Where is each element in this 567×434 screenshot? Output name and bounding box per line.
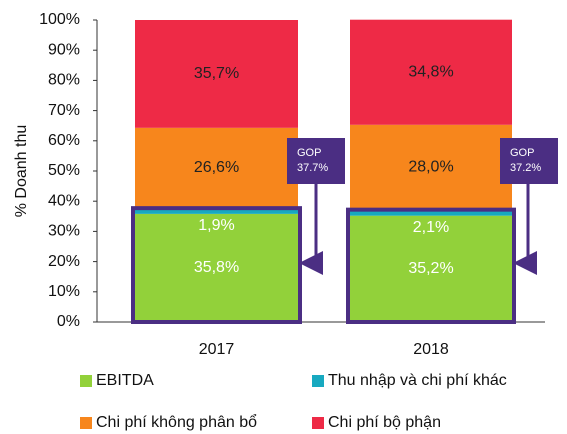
- bar-segment: [135, 127, 298, 209]
- data-label: 28,0%: [408, 158, 453, 175]
- bar-segment: [350, 124, 512, 210]
- callout-value: 37.2%: [510, 162, 541, 174]
- callout-label: GOP: [510, 147, 534, 159]
- y-tick-label: 40%: [48, 192, 80, 209]
- callout-arrow: [513, 184, 537, 275]
- legend-swatch: [312, 417, 324, 429]
- y-tick-label: 90%: [48, 41, 80, 58]
- y-tick-label: 0%: [57, 313, 80, 330]
- callout-value: 37.7%: [297, 162, 328, 174]
- bar-segment: [350, 215, 512, 322]
- x-tick-label: 2017: [199, 341, 235, 358]
- y-axis-label: % Doanh thu: [13, 125, 30, 218]
- legend-label: Chi phí không phân bổ: [96, 413, 257, 431]
- bar-segment: [350, 19, 512, 125]
- y-tick-label: 10%: [48, 283, 80, 300]
- y-tick-label: 60%: [48, 132, 80, 149]
- bar-segment: [350, 209, 512, 216]
- data-label: 35,7%: [194, 65, 239, 82]
- data-label: 35,2%: [408, 260, 453, 277]
- legend-label: Thu nhập và chi phí khác: [328, 372, 507, 389]
- data-label: 1,9%: [198, 217, 234, 234]
- legend-label: Chi phí bộ phận: [328, 414, 441, 431]
- y-tick-label: 70%: [48, 102, 80, 119]
- callout-box: [287, 138, 345, 184]
- y-tick-label: 80%: [48, 72, 80, 89]
- legend-swatch: [312, 375, 324, 387]
- legend-swatch: [80, 375, 92, 387]
- data-label: 35,8%: [194, 259, 239, 276]
- data-label: 34,8%: [408, 63, 453, 80]
- callout-label: GOP: [297, 147, 321, 159]
- y-tick-label: 100%: [39, 11, 80, 28]
- legend-label: EBITDA: [96, 372, 154, 389]
- y-tick-label: 20%: [48, 253, 80, 270]
- bar-segment: [135, 213, 298, 322]
- legend-swatch: [80, 417, 92, 429]
- bar-segment: [135, 208, 298, 214]
- data-label: 26,6%: [194, 159, 239, 176]
- y-tick-label: 30%: [48, 223, 80, 240]
- bar-segment: [135, 20, 298, 128]
- y-tick-label: 50%: [48, 162, 80, 179]
- x-tick-label: 2018: [413, 341, 449, 358]
- data-label: 2,1%: [413, 219, 449, 236]
- callout-arrow: [299, 184, 323, 275]
- callout-box: [500, 138, 558, 184]
